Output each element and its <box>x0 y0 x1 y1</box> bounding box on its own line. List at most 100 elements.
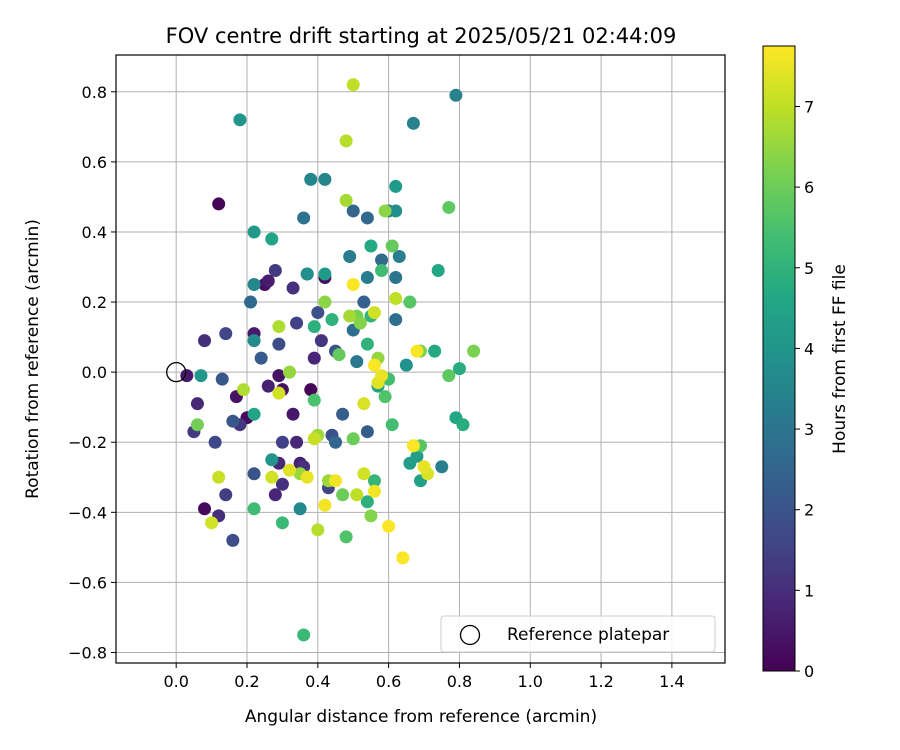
data-point <box>275 477 289 491</box>
data-point <box>410 344 424 358</box>
x-tick-label: 1.4 <box>659 672 684 691</box>
y-tick-label: −0.2 <box>68 433 107 452</box>
data-point <box>389 313 403 327</box>
data-point <box>247 502 261 516</box>
data-point <box>194 369 208 383</box>
data-point <box>360 271 374 285</box>
data-point <box>198 502 212 516</box>
data-point <box>452 362 466 376</box>
data-point <box>375 264 389 278</box>
data-point <box>282 365 296 379</box>
reference-point <box>166 361 187 383</box>
x-tick-label: 0.6 <box>376 672 401 691</box>
data-point <box>314 334 328 348</box>
data-points <box>180 78 481 642</box>
data-point <box>339 134 353 148</box>
data-point <box>346 432 360 446</box>
legend-marker <box>459 624 481 646</box>
data-point <box>247 467 261 481</box>
colorbar-tick-label: 6 <box>804 178 814 197</box>
data-point <box>293 502 307 516</box>
data-point <box>339 193 353 207</box>
data-point <box>406 116 420 130</box>
y-tick-label: 0.6 <box>82 153 107 172</box>
data-point <box>389 271 403 285</box>
data-point <box>219 327 233 341</box>
data-point <box>290 316 304 330</box>
data-point <box>272 337 286 351</box>
data-point <box>212 470 226 484</box>
data-point <box>350 355 364 369</box>
data-point <box>449 88 463 102</box>
data-point <box>318 498 332 512</box>
x-axis-ticks: 0.0 0.2 0.4 0.6 0.8 1.0 1.2 1.4 <box>163 663 685 691</box>
data-point <box>435 460 449 474</box>
data-point <box>198 334 212 348</box>
legend: Reference platepar <box>440 615 716 653</box>
x-tick-label: 0.8 <box>447 672 472 691</box>
data-point <box>325 313 339 327</box>
data-point <box>339 530 353 544</box>
reference-marker <box>166 361 187 383</box>
data-point <box>190 397 204 411</box>
y-axis-ticks: −0.8 −0.6 −0.4 −0.2 0.0 0.2 0.4 0.6 0.8 <box>68 83 116 662</box>
y-tick-label: 0.0 <box>82 363 107 382</box>
data-point <box>367 306 381 320</box>
data-point <box>431 264 445 278</box>
data-point <box>226 533 240 547</box>
data-point <box>307 351 321 365</box>
data-point <box>360 495 374 509</box>
data-point <box>456 418 470 432</box>
y-tick-label: 0.4 <box>82 223 107 242</box>
data-point <box>304 383 318 397</box>
data-point <box>385 239 399 253</box>
data-point <box>346 204 360 218</box>
data-point <box>311 306 325 320</box>
data-point <box>385 418 399 432</box>
data-point <box>208 435 222 449</box>
x-tick-label: 1.2 <box>588 672 613 691</box>
data-point <box>467 344 481 358</box>
data-point <box>375 369 389 383</box>
data-point <box>247 334 261 348</box>
data-point <box>226 414 240 428</box>
x-tick-label: 0.4 <box>305 672 330 691</box>
data-point <box>357 397 371 411</box>
plot-frame <box>115 54 726 664</box>
data-point <box>367 474 381 488</box>
data-point <box>378 204 392 218</box>
data-point <box>190 418 204 432</box>
data-point <box>360 425 374 439</box>
y-tick-label: −0.6 <box>68 573 107 592</box>
data-point <box>304 172 318 186</box>
data-point <box>346 278 360 292</box>
data-point <box>311 523 325 537</box>
data-point <box>389 292 403 306</box>
data-point <box>247 278 261 292</box>
data-point <box>261 379 275 393</box>
data-point <box>403 295 417 309</box>
legend-box <box>440 615 716 653</box>
data-point <box>247 407 261 421</box>
data-point <box>307 393 321 407</box>
data-point <box>350 488 364 502</box>
data-point <box>272 386 286 400</box>
data-point <box>307 320 321 334</box>
data-point <box>219 488 233 502</box>
data-point <box>275 435 289 449</box>
data-point <box>367 484 381 498</box>
x-tick-label: 1.0 <box>518 672 543 691</box>
data-point <box>336 488 350 502</box>
data-point <box>442 200 456 214</box>
data-point <box>406 439 420 453</box>
colorbar-label: Hours from first FF file <box>830 264 850 454</box>
data-point <box>442 369 456 383</box>
data-point <box>215 372 229 386</box>
data-point <box>300 470 314 484</box>
data-point <box>268 264 282 278</box>
y-axis-label: Rotation from reference (arcmin) <box>23 219 43 499</box>
data-point <box>272 369 286 383</box>
data-point <box>318 267 332 281</box>
data-point <box>244 295 258 309</box>
